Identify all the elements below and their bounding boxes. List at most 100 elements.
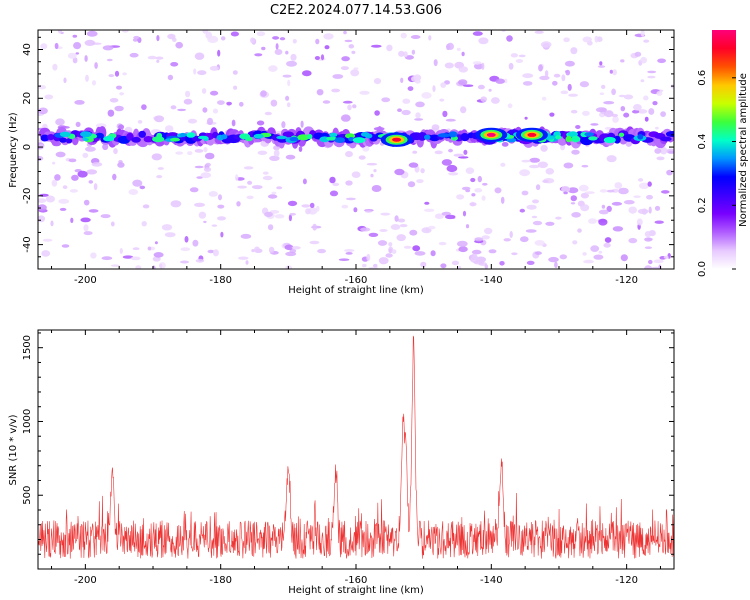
heatmap-blob	[353, 67, 359, 70]
heatmap-blob	[532, 220, 543, 226]
heatmap-blob	[644, 246, 653, 249]
heatmap-blob	[257, 150, 268, 155]
heatmap-blob	[510, 53, 519, 58]
heatmap-blob	[503, 238, 511, 242]
heatmap-blob	[491, 97, 500, 104]
heatmap-blob	[654, 205, 661, 211]
heatmap-blob	[217, 216, 226, 221]
heatmap-blob	[582, 252, 587, 256]
heatmap-blob	[141, 221, 147, 227]
heatmap-blob	[654, 220, 664, 224]
heatmap-blob	[38, 143, 45, 149]
heatmap-blob	[648, 206, 652, 214]
heatmap-blob	[341, 56, 350, 62]
heatmap-blob	[388, 248, 393, 253]
heatmap-band-core	[40, 134, 50, 142]
heatmap-hot	[588, 136, 598, 141]
heatmap-blob	[274, 49, 283, 55]
heatmap-blob	[341, 204, 349, 209]
heatmap-blob	[428, 35, 432, 41]
heatmap-xtick-label: -140	[480, 275, 503, 286]
heatmap-blob	[379, 229, 388, 232]
heatmap-blob	[170, 105, 177, 110]
heatmap-blob	[472, 61, 482, 65]
heatmap-blob	[207, 117, 213, 126]
heatmap-blob	[329, 176, 336, 184]
snr-xlabel: Height of straight line (km)	[288, 585, 424, 596]
heatmap-blob	[373, 263, 378, 268]
heatmap-blob	[373, 78, 382, 85]
heatmap-blob	[130, 256, 141, 261]
heatmap-blob	[267, 224, 274, 231]
heatmap-blob	[412, 245, 421, 252]
heatmap-blob	[50, 220, 54, 227]
chart-title: C2E2.2024.077.14.53.G06	[270, 3, 442, 18]
colorbar-tick-label: 0.2	[697, 197, 708, 213]
heatmap-ytick-label: -20	[22, 188, 33, 204]
heatmap-blob	[230, 31, 239, 37]
heatmap-blob	[347, 104, 352, 111]
heatmap-blob	[474, 237, 484, 242]
heatmap-blob	[208, 191, 218, 197]
heatmap-blob	[563, 162, 574, 169]
heatmap-blob	[54, 42, 59, 50]
heatmap-blob	[623, 94, 634, 100]
heatmap-blob	[394, 168, 405, 176]
heatmap-blob	[453, 153, 465, 157]
heatmap-blob	[638, 182, 650, 189]
heatmap-blob	[396, 234, 406, 242]
heatmap-blob	[42, 238, 53, 242]
heatmap-blob	[465, 167, 475, 174]
heatmap-blob	[544, 70, 549, 78]
heatmap-blob	[440, 263, 447, 269]
heatmap-blob	[273, 149, 280, 157]
heatmap-blob	[434, 213, 444, 219]
heatmap-blob	[611, 201, 623, 206]
heatmap-blob	[102, 45, 114, 51]
heatmap-blob	[601, 204, 606, 209]
heatmap-blob	[508, 62, 514, 70]
heatmap-blob	[463, 149, 468, 155]
heatmap-hot	[329, 132, 338, 137]
heatmap-blob	[470, 177, 476, 183]
heatmap-blob	[604, 237, 612, 243]
heatmap-blob	[240, 233, 252, 239]
heatmap-blob	[534, 30, 544, 34]
heatmap-blob	[521, 159, 531, 163]
heatmap-blob	[374, 110, 380, 116]
heatmap-blob	[458, 156, 469, 159]
heatmap-blob	[268, 246, 275, 254]
snr-ticks: -200 -180 -160 -140 -120 500 1000 1500	[22, 330, 674, 586]
heatmap-blob	[316, 89, 324, 96]
heatmap-blob	[156, 59, 160, 63]
heatmap-blob	[52, 63, 58, 71]
heatmap-blob	[440, 82, 447, 88]
heatmap-blob	[196, 176, 203, 179]
heatmap-blob	[511, 252, 518, 256]
heatmap-blob	[368, 232, 379, 237]
heatmap-blob	[218, 194, 222, 201]
heatmap-blob	[107, 109, 115, 117]
heatmap-hot	[348, 137, 355, 142]
heatmap-blob	[488, 249, 497, 254]
heatmap-blob	[423, 208, 435, 212]
heatmap-blob	[570, 109, 578, 114]
heatmap-blob	[518, 54, 526, 58]
heatmap-blob	[580, 192, 590, 199]
heatmap-blob	[117, 162, 125, 168]
heatmap-blob	[108, 74, 115, 78]
heatmap-blob	[474, 188, 483, 193]
heatmap-blob	[262, 171, 269, 175]
heatmap-blob	[448, 172, 459, 176]
heatmap-blob	[448, 148, 453, 153]
heatmap-blob	[655, 126, 659, 130]
heatmap-blob	[506, 35, 513, 42]
heatmap-blob	[578, 184, 589, 192]
heatmap-blob	[481, 62, 485, 70]
heatmap-blob	[110, 264, 120, 267]
heatmap-blob	[93, 183, 98, 191]
snr-series-line	[38, 335, 674, 559]
heatmap-blob	[559, 254, 567, 260]
heatmap-blob	[397, 108, 402, 112]
heatmap-blob	[431, 124, 440, 131]
